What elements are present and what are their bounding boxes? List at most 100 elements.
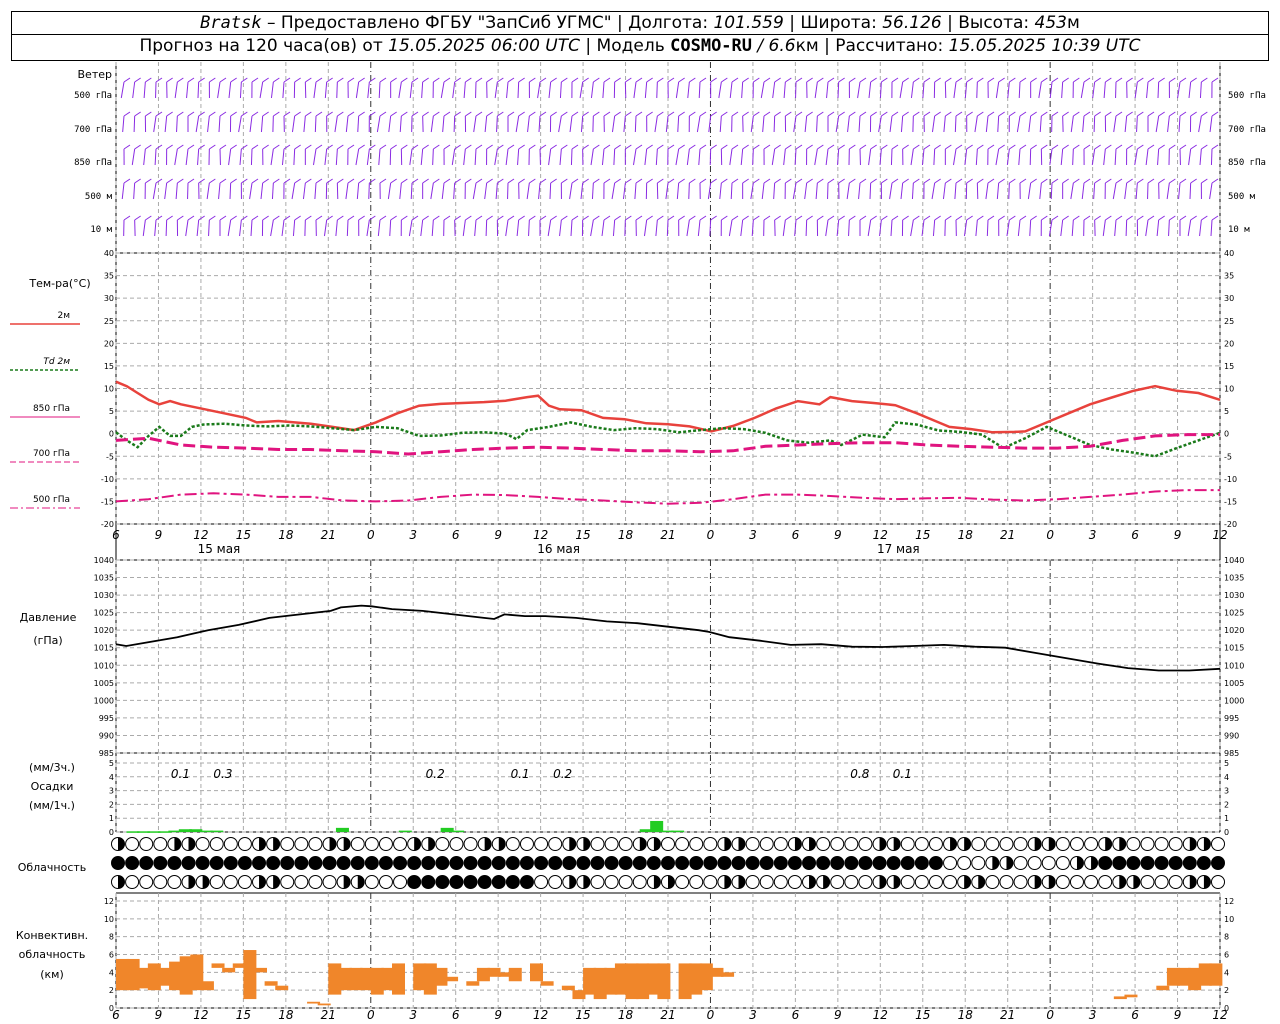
wind-barb-flag: [273, 77, 280, 83]
cloud-symbol: [604, 875, 619, 889]
wind-barb-staff: [773, 182, 776, 200]
cloud-circle: [153, 837, 168, 851]
wind-barb: [708, 111, 717, 133]
cloud-half: [879, 875, 887, 889]
wind-barb: [675, 77, 685, 99]
wind-barb-flag: [209, 144, 216, 150]
wind-barb-staff: [217, 81, 221, 99]
cloud-symbol: [717, 837, 732, 851]
wind-barb: [1147, 178, 1155, 200]
wind-barb: [304, 144, 312, 165]
wind-barb-flag: [1126, 144, 1133, 150]
wind-barb-flag: [1105, 111, 1112, 117]
wind-barb-flag: [475, 144, 483, 150]
wind-barb-staff: [260, 182, 264, 200]
wind-barb-staff: [954, 182, 957, 200]
temp-tick-right-0: 40: [1224, 249, 1234, 258]
cloud-symbol: [308, 875, 323, 889]
wind-barb: [793, 111, 803, 133]
wind-barb-staff: [176, 115, 178, 133]
wind-barb-staff: [1061, 81, 1064, 99]
wind-barb: [281, 215, 291, 237]
wind-barb-flag: [646, 111, 653, 117]
wind-barb-flag: [902, 144, 909, 150]
wind-barb: [985, 178, 995, 200]
wind-barb-flag: [678, 144, 685, 150]
wind-barb-staff: [910, 81, 914, 99]
wind-barb-flag: [1179, 111, 1187, 117]
wind-barb-flag: [465, 178, 472, 184]
wind-barb: [270, 77, 280, 99]
precip-bar-11: [440, 827, 454, 832]
wind-barb-flag: [1009, 144, 1016, 150]
wind-barb-staff: [153, 115, 157, 133]
wind-barb-flag: [230, 111, 237, 117]
wind-barb: [495, 178, 504, 200]
wind-barb-flag: [411, 77, 419, 83]
wind-barb: [1209, 178, 1219, 200]
wind-barb: [1048, 215, 1059, 237]
forecast-time: 15.05.2025 06:00 UTC: [388, 36, 580, 56]
conv-bar-6: [179, 956, 193, 995]
wind-barb-staff: [591, 182, 594, 200]
wind-barb-flag: [369, 215, 376, 221]
wind-barb-flag: [518, 77, 525, 83]
wind-barb: [507, 111, 515, 132]
wind-barb: [326, 111, 333, 133]
wind-barb-flag: [1030, 178, 1037, 184]
wind-barb-flag: [358, 77, 365, 83]
prec-tick-left-3: 2: [109, 800, 114, 809]
wind-barb-flag: [881, 77, 888, 83]
wind-barb-flag: [827, 144, 835, 150]
wind-barb: [815, 178, 824, 200]
precip-bar-15: [660, 830, 674, 833]
wind-barb-flag: [913, 178, 920, 184]
wind-barb-staff: [570, 148, 573, 166]
wind-barb: [1103, 144, 1112, 166]
wind-barb-staff: [890, 148, 893, 166]
cloud-circle: [449, 837, 464, 851]
cloud-half: [978, 875, 985, 889]
date-label-1: 16 мая: [537, 542, 580, 556]
hour-tick-bottom-3: 15: [236, 1008, 251, 1022]
wind-barb-flag: [582, 178, 589, 184]
temp-tick-right-3: 25: [1224, 317, 1234, 326]
wind-barb-flag: [753, 178, 760, 184]
wind-barb-staff: [899, 81, 904, 99]
wind-barb-staff: [921, 219, 925, 237]
cloud-circle: [519, 856, 534, 870]
wind-barb-staff: [451, 148, 456, 166]
wind-barb: [507, 178, 515, 200]
wind-barb-flag: [177, 144, 184, 150]
wind-barb: [784, 178, 792, 200]
cloud-circle: [364, 856, 379, 870]
wind-barb-flag: [134, 77, 141, 83]
wind-barb-staff: [229, 182, 232, 200]
wind-barb-staff: [196, 219, 200, 237]
wind-barb-flag: [433, 178, 440, 184]
wind-barb: [591, 178, 600, 200]
wind-barb-staff: [505, 148, 509, 166]
wind-barb-staff: [505, 219, 509, 237]
cloud-symbol: [731, 837, 746, 851]
wind-barb-flag: [1051, 178, 1059, 184]
temp-tick-right-7: 5: [1224, 407, 1229, 416]
wind-barb: [325, 178, 333, 200]
wind-barb: [176, 215, 184, 237]
wind-barb-staff: [676, 182, 680, 200]
precip-unit-3h: (мм/3ч.): [29, 761, 75, 774]
wind-barb: [710, 77, 717, 98]
wind-barb-flag: [518, 178, 525, 184]
precip-bar-12: [451, 830, 465, 833]
wind-barb-flag: [539, 215, 547, 221]
cloud-circle: [449, 875, 464, 889]
wind-barb: [1071, 215, 1080, 237]
wind-barb-staff: [334, 115, 338, 133]
wind-barb: [474, 215, 483, 237]
wind-barb-staff: [1210, 219, 1213, 237]
wind-barb-staff: [835, 115, 840, 133]
wind-barb-flag: [1083, 144, 1091, 150]
cloud-circle: [1055, 837, 1070, 851]
wind-barb-flag: [305, 215, 312, 221]
wind-barb-flag: [774, 77, 781, 83]
